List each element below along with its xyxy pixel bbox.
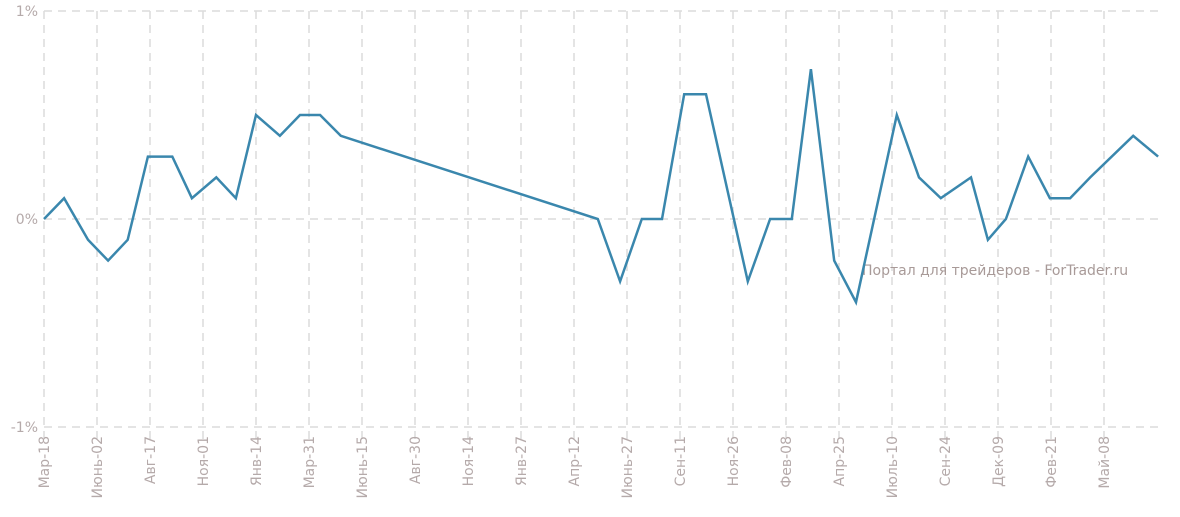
x-tick-label: Май-08 <box>1097 436 1113 489</box>
x-tick-label: Ноя-26 <box>726 436 742 486</box>
grid <box>43 10 1159 439</box>
data-points <box>43 69 1159 303</box>
x-tick-label: Ноя-01 <box>196 436 212 486</box>
x-tick-label: Фев-08 <box>779 436 795 488</box>
x-tick-label: Апр-25 <box>832 436 848 486</box>
x-axis: Мар-18 Июнь-02 Авг-17 Ноя-01 Янв-14 Мар-31 Июн… <box>37 436 1113 499</box>
x-tick-label: Авг-30 <box>408 436 424 484</box>
watermark: Портал для трейдеров - ForTrader.ru <box>862 263 1128 279</box>
x-tick-label: Июнь-02 <box>90 436 106 499</box>
x-tick-label: Янв-14 <box>249 436 265 486</box>
y-tick-label: 0% <box>16 212 38 228</box>
x-tick-label: Апр-12 <box>567 436 583 486</box>
x-tick-label: Сен-24 <box>938 436 954 487</box>
x-tick-label: Янв-27 <box>514 436 530 486</box>
y-tick-label: 1% <box>16 4 38 20</box>
x-tick-label: Авг-17 <box>143 436 159 484</box>
x-tick-label: Фев-21 <box>1044 436 1060 488</box>
y-axis: 1% 0% -1% <box>11 4 38 436</box>
x-tick-label: Сен-11 <box>673 436 689 486</box>
x-tick-label: Ноя-14 <box>461 436 477 486</box>
x-tick-label: Июнь-15 <box>355 436 371 499</box>
x-tick-label: Мар-18 <box>37 436 53 488</box>
x-tick-label: Июль-10 <box>885 436 901 498</box>
x-tick-label: Июнь-27 <box>620 436 636 499</box>
x-tick-label: Дек-09 <box>991 436 1007 487</box>
x-tick-label: Мар-31 <box>302 436 318 488</box>
y-tick-label: -1% <box>11 420 38 436</box>
